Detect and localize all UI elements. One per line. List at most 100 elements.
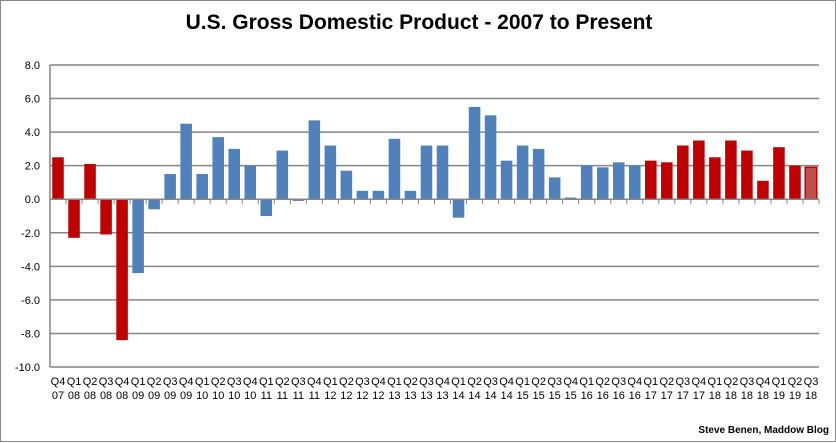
x-tick-year: 13 [436,390,448,402]
bar [804,166,818,200]
x-tick-year: 09 [132,390,144,402]
x-tick-quarter: Q1 [67,376,82,388]
x-tick-quarter: Q3 [483,376,498,388]
x-tick-quarter: Q2 [211,376,226,388]
x-tick-quarter: Q3 [611,376,626,388]
x-tick-quarter: Q2 [659,376,674,388]
x-tick-quarter: Q4 [756,376,771,388]
x-tick-year: 18 [709,390,721,402]
y-tick-label: -8.0 [21,328,40,340]
bar [228,148,241,200]
x-tick-quarter: Q2 [339,376,354,388]
bar [180,123,192,200]
x-tick-quarter: Q3 [99,376,114,388]
x-tick-year: 10 [228,390,240,402]
x-tick-quarter: Q4 [179,376,194,388]
x-tick-year: 15 [565,390,577,402]
x-tick-year: 11 [277,390,288,402]
x-tick-year: 10 [196,390,208,402]
x-tick-year: 12 [372,390,384,402]
bar [564,197,577,200]
x-tick-year: 08 [100,390,112,402]
x-tick-quarter: Q3 [355,376,370,388]
x-tick-year: 17 [693,390,705,402]
bar [276,150,289,200]
bar [68,199,80,238]
x-tick-year: 17 [645,390,657,402]
x-tick-quarter: Q2 [147,376,162,388]
x-tick-year: 10 [244,390,256,402]
bar [709,157,721,200]
y-tick-label: -4.0 [21,261,40,273]
y-tick-label: 6.0 [25,94,40,106]
x-tick-quarter: Q3 [227,376,242,388]
x-tick-year: 09 [180,390,192,402]
x-tick-quarter: Q2 [275,376,290,388]
credit: Steve Benen, Maddow Blog [698,425,829,436]
x-tick-quarter: Q4 [627,376,642,388]
x-tick-quarter: Q3 [419,376,434,388]
x-tick-year: 19 [773,390,785,402]
x-tick-quarter: Q4 [307,376,322,388]
bar [693,140,705,200]
bar [132,199,144,274]
x-tick-quarter: Q3 [675,376,690,388]
y-tick-label: -6.0 [21,295,40,307]
bar [516,145,529,200]
x-tick-year: 14 [500,390,512,402]
x-tick-year: 08 [84,390,96,402]
bar [196,174,208,200]
bar [661,162,673,200]
x-tick-quarter: Q2 [531,376,546,388]
x-tick-quarter: Q1 [451,376,466,388]
x-tick-year: 17 [661,390,673,402]
bar [757,180,769,200]
bar [484,115,497,200]
bar [500,160,513,200]
x-tick-year: 19 [789,390,801,402]
x-tick-year: 13 [388,390,400,402]
x-tick-quarter: Q1 [708,376,723,388]
x-tick-year: 15 [516,390,528,402]
x-tick-year: 16 [629,390,641,402]
bar [532,148,545,200]
x-tick-quarter: Q1 [323,376,338,388]
x-tick-year: 08 [68,390,80,402]
bar [773,147,785,200]
x-tick-quarter: Q1 [643,376,658,388]
x-tick-year: 12 [340,390,352,402]
x-tick-year: 18 [741,390,753,402]
x-tick-year: 08 [116,390,128,402]
bar [645,160,657,200]
x-tick-quarter: Q4 [435,376,450,388]
x-tick-quarter: Q4 [115,376,130,388]
bar [308,120,321,200]
x-tick-year: 16 [581,390,593,402]
x-tick-quarter: Q4 [243,376,258,388]
x-tick-year: 14 [484,390,496,402]
bar [789,165,801,200]
x-tick-quarter: Q4 [51,376,66,388]
x-tick-year: 15 [549,390,561,402]
bar [100,199,112,235]
chart-title: U.S. Gross Domestic Product - 2007 to Pr… [185,11,653,34]
bar [725,140,737,200]
bar [84,163,96,200]
x-tick-quarter: Q1 [772,376,787,388]
x-tick-quarter: Q1 [131,376,146,388]
y-tick-label: 0.0 [25,194,40,206]
x-tick-year: 12 [324,390,336,402]
x-tick-quarter: Q2 [83,376,98,388]
x-tick-quarter: Q3 [163,376,178,388]
bar [116,199,128,341]
x-tick-year: 14 [468,390,480,402]
bar [372,190,385,200]
bar [741,150,753,200]
bar [148,199,160,210]
x-tick-year: 15 [533,390,545,402]
bar [324,145,337,200]
x-tick-year: 18 [725,390,737,402]
x-tick-quarter: Q1 [515,376,530,388]
x-tick-quarter: Q1 [579,376,594,388]
